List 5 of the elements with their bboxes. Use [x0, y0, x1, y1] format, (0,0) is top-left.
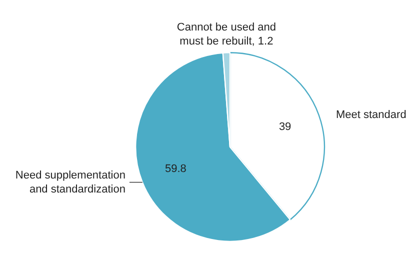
slice-label: Cannot be used and must be rebuilt, 1.2 — [176, 22, 276, 48]
data-label: 59.8 — [165, 162, 186, 175]
data-label: 39 — [278, 121, 292, 134]
slice-label: Meet standard — [336, 109, 406, 122]
slice-label: Need supplementation and standardization — [15, 169, 126, 196]
